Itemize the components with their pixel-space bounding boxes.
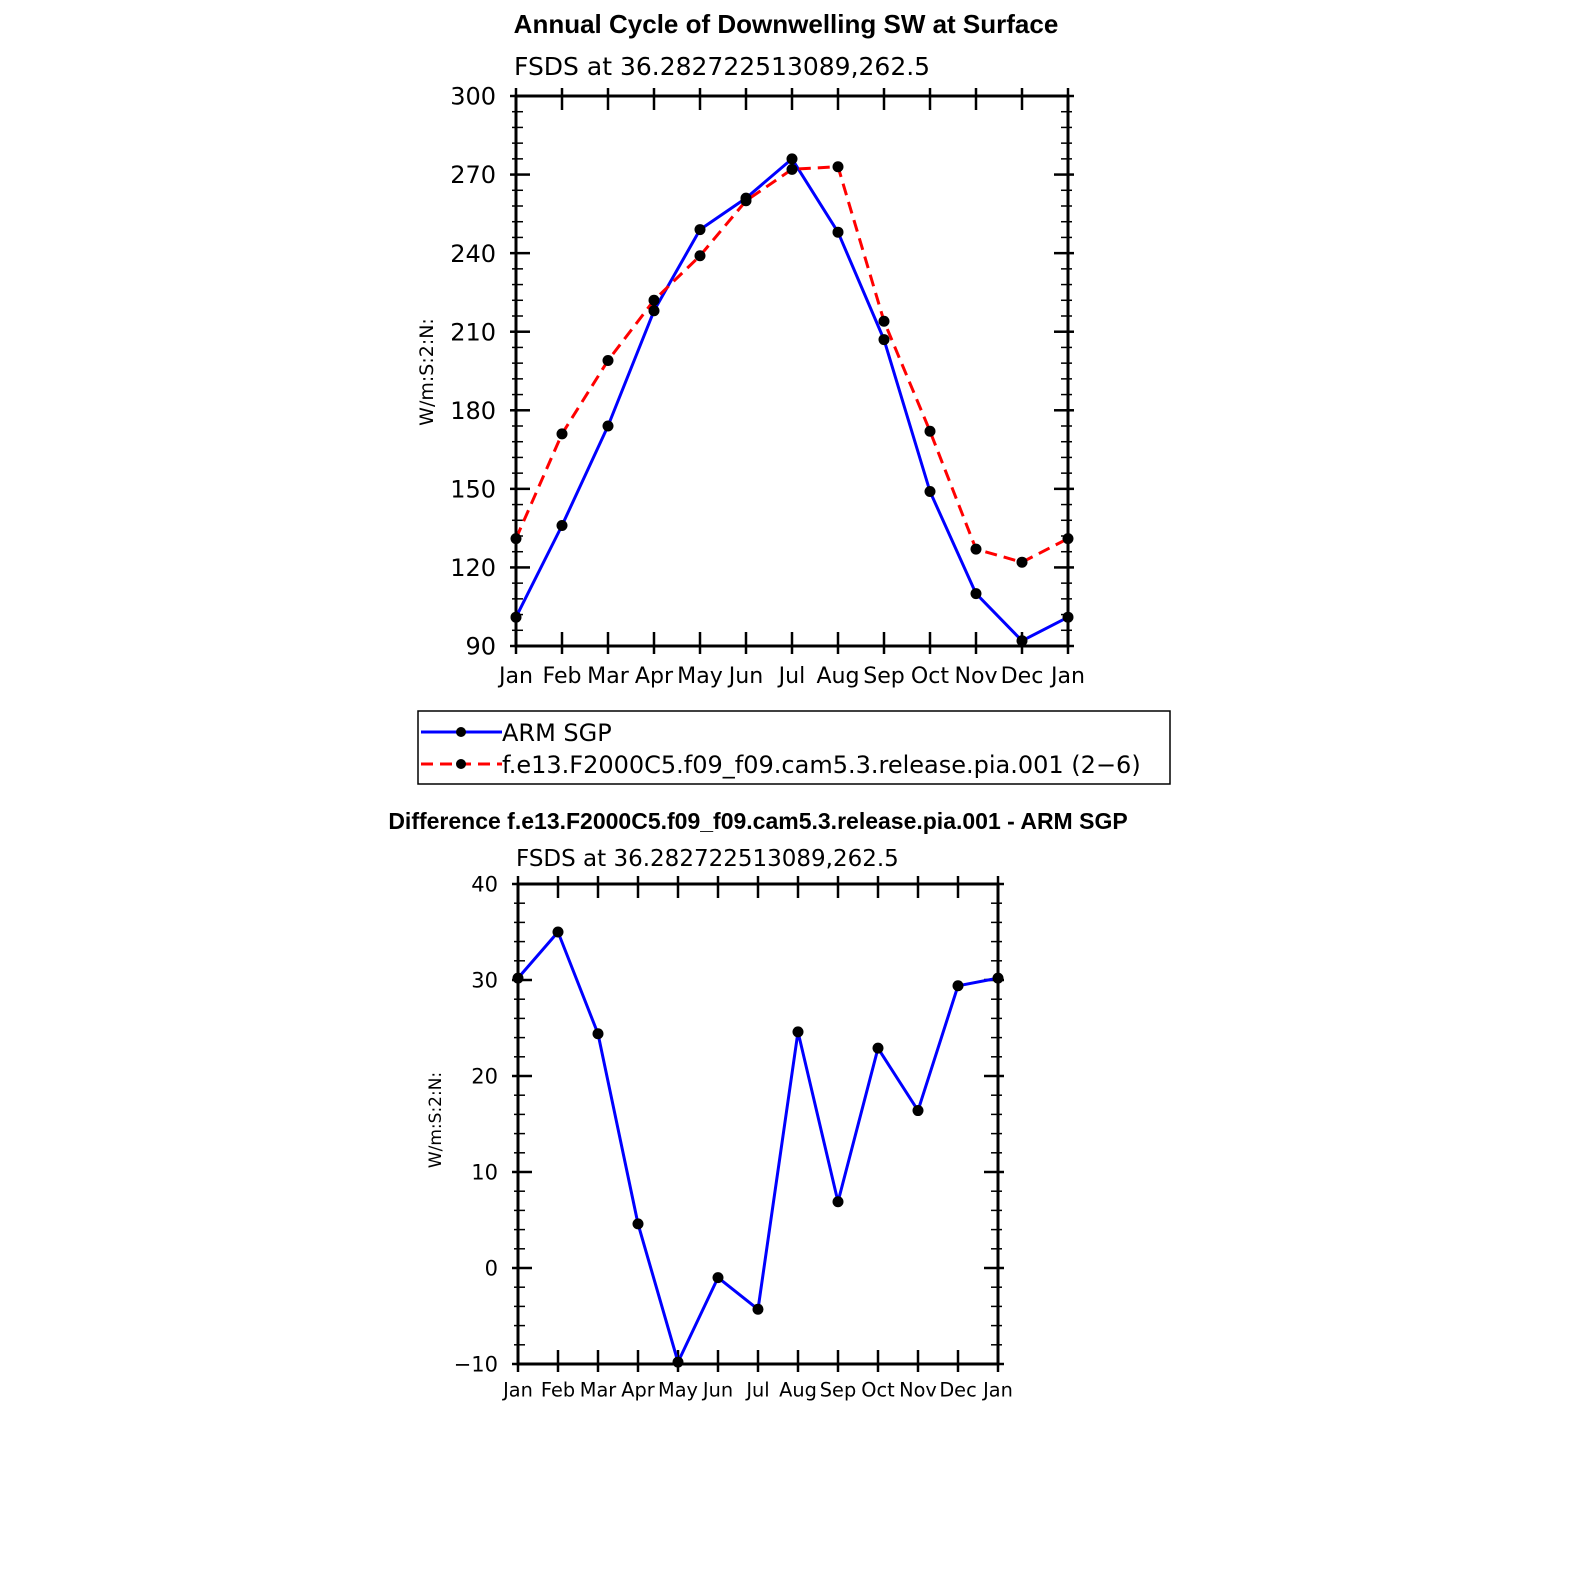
x-tick-label: Jun <box>727 664 764 689</box>
y-tick-label: 240 <box>450 240 496 268</box>
data-point-1 <box>602 355 614 367</box>
x-tick-label: Dec <box>939 1379 976 1402</box>
chart2-subtitle: FSDS at 36.282722513089,262.5 <box>516 846 899 872</box>
series-line-0 <box>514 157 1069 643</box>
legend-box <box>417 710 1171 785</box>
x-tick-label: Jul <box>777 664 806 689</box>
x-tick-label: Feb <box>542 664 581 689</box>
legend-model-label: f.e13.F2000C5.f09_f09.cam5.3.release.pia… <box>502 751 1141 779</box>
chart1-series <box>514 157 1069 643</box>
data-point-0 <box>712 1272 724 1284</box>
x-tick-label: Jan <box>982 1379 1013 1402</box>
legend-arm-label: ARM SGP <box>502 719 612 747</box>
data-point-0 <box>556 520 568 532</box>
chart2-markers <box>512 926 1004 1368</box>
chart2-axes: −10 0 10 20 30 40 Jan Feb Mar Apr May Jun Jul Aug Sep O… <box>454 873 1013 1402</box>
data-point-0 <box>672 1356 684 1368</box>
x-tick-label: Mar <box>587 664 630 689</box>
y-tick-label: 40 <box>471 873 498 897</box>
data-point-0 <box>832 226 844 238</box>
x-tick-label: Jun <box>702 1379 733 1402</box>
x-tick-label: Aug <box>779 1379 817 1402</box>
chart1-ylabel: W/m:S:2:N: <box>416 318 438 426</box>
annual-cycle-chart: Annual Cycle of Downwelling SW at Surfac… <box>416 9 1171 785</box>
data-point-1 <box>694 250 706 262</box>
data-point-1 <box>970 543 982 555</box>
x-tick-label: May <box>677 664 723 689</box>
x-tick-label: Dec <box>1001 664 1044 689</box>
data-point-0 <box>786 153 798 165</box>
chart2-ylabel: W/m:S:2:N: <box>426 1072 446 1168</box>
data-point-0 <box>970 588 982 600</box>
x-tick-label: Feb <box>541 1379 575 1402</box>
data-point-0 <box>832 1196 844 1208</box>
x-tick-label: Apr <box>621 1379 654 1402</box>
data-point-0 <box>912 1105 924 1117</box>
y-tick-label: 10 <box>471 1161 498 1185</box>
data-point-0 <box>648 305 660 317</box>
x-tick-label: Sep <box>820 1379 856 1402</box>
data-point-0 <box>792 1026 804 1038</box>
chart1-subtitle: FSDS at 36.282722513089,262.5 <box>514 52 930 81</box>
data-point-0 <box>878 334 890 346</box>
y-tick-label: 20 <box>471 1065 498 1089</box>
x-tick-label: Oct <box>911 664 950 689</box>
y-tick-label: 150 <box>450 475 496 503</box>
data-point-1 <box>786 163 798 175</box>
x-tick-label: Aug <box>816 664 859 689</box>
data-point-1 <box>924 425 936 437</box>
x-tick-label: Jul <box>745 1379 769 1402</box>
legend-model-marker <box>456 759 466 769</box>
chart2-frame <box>516 882 1000 1366</box>
chart1-frame <box>514 94 1070 648</box>
x-tick-label: Jan <box>497 664 533 689</box>
data-point-1 <box>832 161 844 173</box>
legend-arm-marker <box>456 727 466 737</box>
y-tick-label: 180 <box>450 397 496 425</box>
y-tick-label: 210 <box>450 318 496 346</box>
data-point-1 <box>1016 556 1028 568</box>
data-point-0 <box>752 1303 764 1315</box>
chart2-series <box>516 930 999 1364</box>
x-tick-label: Apr <box>635 664 674 689</box>
y-tick-label: 120 <box>450 554 496 582</box>
x-tick-label: May <box>658 1379 698 1402</box>
data-point-0 <box>632 1218 644 1230</box>
data-point-0 <box>952 980 964 992</box>
data-point-1 <box>878 315 890 327</box>
x-tick-label: Nov <box>954 664 997 689</box>
data-point-1 <box>556 428 568 440</box>
chart1-title: Annual Cycle of Downwelling SW at Surfac… <box>514 9 1059 39</box>
data-point-0 <box>552 926 564 938</box>
y-tick-label: 90 <box>465 633 496 661</box>
data-point-0 <box>592 1028 604 1040</box>
data-point-1 <box>740 195 752 207</box>
data-point-0 <box>872 1042 884 1054</box>
x-tick-label: Sep <box>863 664 905 689</box>
y-tick-label: 300 <box>450 83 496 111</box>
x-tick-label: Mar <box>580 1379 616 1402</box>
difference-chart: Difference f.e13.F2000C5.f09_f09.cam5.3.… <box>388 808 1127 1402</box>
y-tick-label: 270 <box>450 161 496 189</box>
y-tick-label: 0 <box>485 1257 498 1281</box>
y-tick-label: 30 <box>471 969 498 993</box>
data-point-0 <box>1016 635 1028 647</box>
y-tick-label: −10 <box>454 1353 498 1377</box>
data-point-1 <box>648 294 660 306</box>
chart2-title: Difference f.e13.F2000C5.f09_f09.cam5.3.… <box>388 808 1127 834</box>
data-point-0 <box>924 485 936 497</box>
x-tick-label: Jan <box>1049 664 1085 689</box>
chart1-legend: ARM SGP f.e13.F2000C5.f09_f09.cam5.3.rel… <box>417 710 1171 785</box>
chart1-markers <box>510 153 1074 647</box>
series-line-0 <box>516 930 999 1364</box>
data-point-0 <box>602 420 614 432</box>
data-point-0 <box>694 224 706 236</box>
x-tick-label: Nov <box>899 1379 937 1402</box>
x-tick-label: Oct <box>861 1379 895 1402</box>
series-line-1 <box>514 165 1069 564</box>
x-tick-label: Jan <box>502 1379 533 1402</box>
